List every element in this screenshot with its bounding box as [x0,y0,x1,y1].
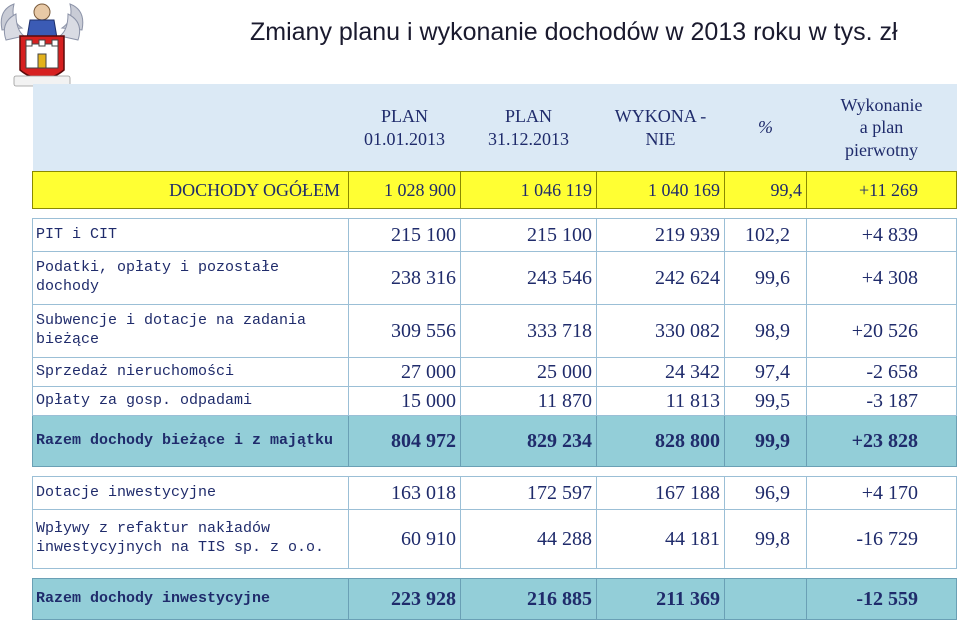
percent-cell [724,578,807,620]
change-cell: +20 526 [806,304,957,358]
plan-final-cell: 333 718 [460,304,597,358]
change-cell: +4 839 [806,218,957,252]
plan-initial-cell: 1 028 900 [348,171,461,209]
row-spacer [32,466,957,477]
plan-initial-cell: 215 100 [348,218,461,252]
row-label: Sprzedaż nieruchomości [32,357,349,387]
header-row: PLAN 01.01.2013 PLAN 31.12.2013 WYKONA - NIE%… [32,84,957,172]
execution-cell: 44 181 [596,509,725,569]
plan-initial-cell: 238 316 [348,251,461,305]
torun-coat-of-arms-icon [0,3,84,87]
change-cell: +4 170 [806,476,957,510]
plan-initial-cell: 163 018 [348,476,461,510]
row-label: PIT i CIT [32,218,349,252]
plan-final-cell: 25 000 [460,357,597,387]
revenue-table: PLAN 01.01.2013 PLAN 31.12.2013 WYKONA - NIE%… [32,84,957,620]
table-row: Razem dochody inwestycyjne 223 928 216 885… [32,578,957,620]
plan-final-cell: 172 597 [460,476,597,510]
plan-final-cell: 216 885 [460,578,597,620]
change-cell: -3 187 [806,386,957,416]
row-label: Opłaty za gosp. odpadami [32,386,349,416]
row-label: DOCHODY OGÓŁEM [32,171,349,209]
change-cell: +11 269 [806,171,957,209]
plan-initial-cell: 223 928 [348,578,461,620]
percent-cell: 99,5 [724,386,807,416]
table-row: Razem dochody bieżące i z majątku 804 972… [32,415,957,467]
header-blank-cell [32,84,349,172]
execution-cell: 242 624 [596,251,725,305]
percent-cell: 99,6 [724,251,807,305]
plan-final-cell: 243 546 [460,251,597,305]
execution-cell: 330 082 [596,304,725,358]
percent-cell: 98,9 [724,304,807,358]
row-label: Razem dochody bieżące i z majątku [32,415,349,467]
change-cell: +23 828 [806,415,957,467]
column-header: PLAN 31.12.2013 [460,84,597,172]
execution-cell: 24 342 [596,357,725,387]
page-title: Zmiany planu i wykonanie dochodów w 2013… [250,18,898,46]
column-header: Wykonanie a plan pierwotny [806,84,957,172]
percent-cell: 102,2 [724,218,807,252]
table-row: Podatki, opłaty i pozostałe dochody 238 3… [32,251,957,305]
plan-final-cell: 215 100 [460,218,597,252]
percent-cell: 99,9 [724,415,807,467]
plan-initial-cell: 309 556 [348,304,461,358]
row-label: Wpływy z refaktur nakładów inwestycyjnyc… [32,509,349,569]
change-cell: +4 308 [806,251,957,305]
plan-initial-cell: 804 972 [348,415,461,467]
execution-cell: 828 800 [596,415,725,467]
total-revenue-row: DOCHODY OGÓŁEM 1 028 900 1 046 119 1 040 16… [32,171,957,209]
plan-initial-cell: 27 000 [348,357,461,387]
percent-cell: 96,9 [724,476,807,510]
percent-cell: 97,4 [724,357,807,387]
execution-cell: 219 939 [596,218,725,252]
table-row: Opłaty za gosp. odpadami 15 000 11 870 11 8… [32,386,957,416]
column-header: % [724,84,807,172]
row-label: Subwencje i dotacje na zadania bieżące [32,304,349,358]
plan-final-cell: 11 870 [460,386,597,416]
plan-final-cell: 1 046 119 [460,171,597,209]
plan-final-cell: 44 288 [460,509,597,569]
column-header: PLAN 01.01.2013 [348,84,461,172]
row-spacer [32,208,957,219]
change-cell: -12 559 [806,578,957,620]
percent-cell: 99,8 [724,509,807,569]
execution-cell: 11 813 [596,386,725,416]
change-cell: -16 729 [806,509,957,569]
table-row: Wpływy z refaktur nakładów inwestycyjnyc… [32,509,957,569]
table-row: Dotacje inwestycyjne 163 018 172 597 167 18… [32,476,957,510]
table-row: Sprzedaż nieruchomości 27 000 25 000 24 342… [32,357,957,387]
plan-initial-cell: 60 910 [348,509,461,569]
row-label: Dotacje inwestycyjne [32,476,349,510]
row-spacer [32,568,957,579]
execution-cell: 1 040 169 [596,171,725,209]
percent-cell: 99,4 [724,171,807,209]
plan-final-cell: 829 234 [460,415,597,467]
table-row: PIT i CIT 215 100 215 100 219 939 102,2 +4 83… [32,218,957,252]
row-label: Podatki, opłaty i pozostałe dochody [32,251,349,305]
plan-initial-cell: 15 000 [348,386,461,416]
change-cell: -2 658 [806,357,957,387]
execution-cell: 167 188 [596,476,725,510]
table-row: Subwencje i dotacje na zadania bieżące 30… [32,304,957,358]
execution-cell: 211 369 [596,578,725,620]
row-label: Razem dochody inwestycyjne [32,578,349,620]
column-header: WYKONA - NIE [596,84,725,172]
